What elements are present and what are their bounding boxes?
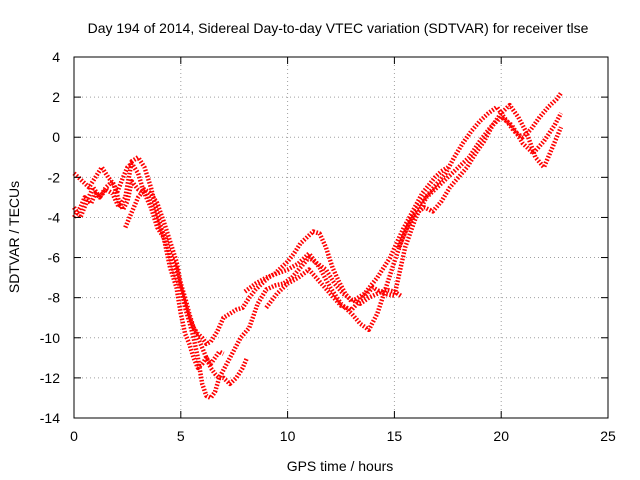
y-tick-label: -14 [40, 410, 60, 426]
x-tick-label: 0 [70, 428, 78, 444]
y-tick-label: -12 [40, 370, 60, 386]
x-tick-label: 15 [387, 428, 403, 444]
data-series [72, 91, 564, 401]
y-tick-label: 4 [52, 49, 60, 65]
series-pass-5 [243, 91, 563, 333]
y-tick-label: -6 [48, 250, 61, 266]
y-tick-label: -4 [48, 209, 61, 225]
series-pass-2 [72, 155, 250, 387]
y-tick-label: 0 [52, 129, 60, 145]
x-tick-label: 25 [600, 428, 616, 444]
y-tick-label: -2 [48, 169, 61, 185]
grid-lines [74, 57, 608, 418]
y-tick-label: -10 [40, 330, 60, 346]
axis-ticks: 0 5 10 15 20 25 -14 -12 -10 -8 -6 -4 -2 0 2 4 [40, 49, 616, 444]
x-tick-label: 5 [177, 428, 185, 444]
x-tick-label: 10 [280, 428, 296, 444]
series-pass-7 [396, 102, 564, 249]
series-pass-6 [264, 112, 563, 312]
y-tick-label: 2 [52, 89, 60, 105]
series-pass-4 [123, 165, 449, 347]
plot-frame [73, 56, 609, 419]
x-axis-label: GPS time / hours [287, 458, 394, 474]
series-pass-3 [72, 165, 403, 401]
y-tick-label: -8 [48, 290, 61, 306]
x-tick-label: 20 [493, 428, 509, 444]
chart-title: Day 194 of 2014, Sidereal Day-to-day VTE… [88, 20, 589, 36]
series-pass-1 [72, 161, 225, 367]
y-axis-label: SDTVAR / TECUs [6, 181, 22, 293]
